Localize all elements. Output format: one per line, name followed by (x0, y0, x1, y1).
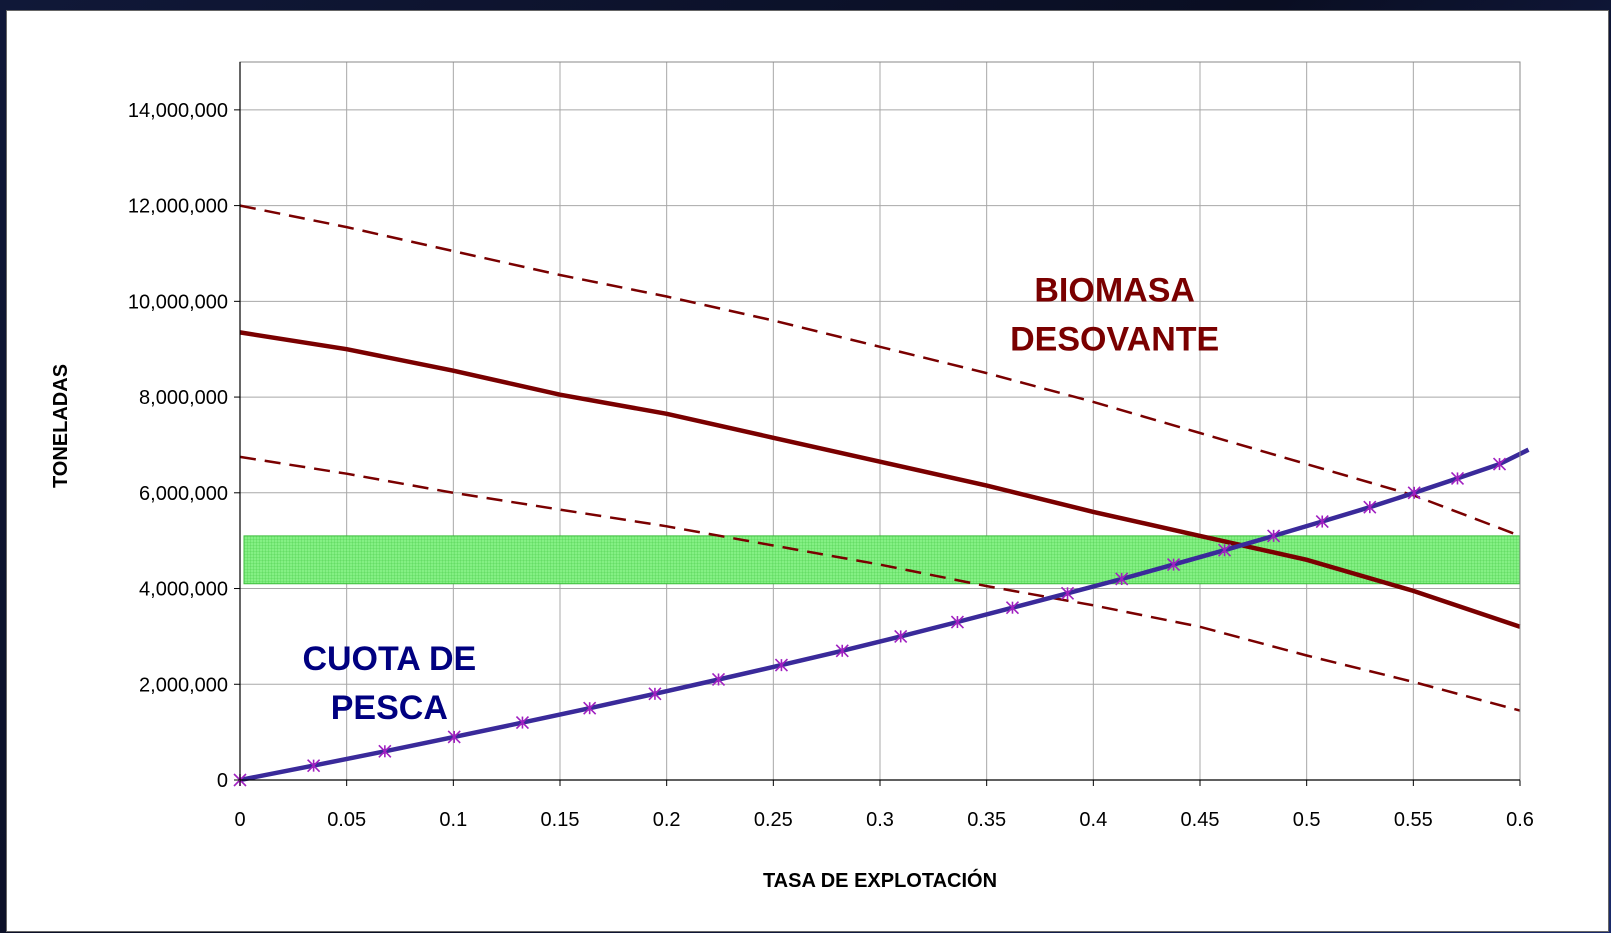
data-point (1217, 543, 1232, 557)
data-point (1115, 572, 1129, 586)
grid-lines (239, 62, 1521, 781)
y-axis-title: TONELADAS (50, 364, 72, 488)
data-point (711, 672, 726, 687)
annotation-label: BIOMASA DESOVANTE (1010, 271, 1219, 358)
target-band-layer (243, 535, 1521, 585)
y-tick-label: 10,000,000 (128, 291, 228, 313)
series-biomasa (239, 330, 1521, 629)
x-tick-label: 0.4 (1079, 809, 1107, 831)
x-tick-label: 0.6 (1506, 809, 1534, 831)
x-tick-label: 0 (234, 809, 245, 831)
y-tick-label: 12,000,000 (128, 196, 228, 218)
data-point (515, 715, 530, 730)
chart-panel: 0 0.05 0.1 0.15 0.2 0.25 0.3 0.35 0.4 0.45 0.5 0.55… (6, 10, 1609, 932)
annotation-line: CUOTA DE (302, 640, 476, 678)
data-point (447, 730, 461, 744)
y-tick-label: 4,000,000 (139, 579, 228, 601)
x-tick-label: 0.05 (327, 809, 366, 831)
y-tick-label: 0 (217, 770, 228, 792)
data-point (1267, 529, 1281, 543)
data-point (950, 615, 965, 629)
x-tick-label: 0.55 (1394, 809, 1433, 831)
annotation-line: BIOMASA (1034, 271, 1195, 309)
data-point (774, 658, 789, 672)
y-tick-label: 2,000,000 (139, 674, 228, 696)
annotation-line: PESCA (331, 689, 448, 727)
data-point (1492, 457, 1507, 471)
data-point (1060, 586, 1075, 600)
annotation-label: CUOTA DE PESCA (302, 640, 476, 727)
data-point (1166, 558, 1181, 572)
x-tick-label: 0.5 (1293, 809, 1321, 831)
data-point (1407, 486, 1421, 500)
x-tick-label: 0.15 (541, 809, 580, 831)
data-point (1315, 514, 1329, 529)
y-tick-label: 8,000,000 (139, 387, 228, 409)
data-point (1450, 471, 1465, 486)
x-tick-label: 0.35 (967, 809, 1006, 831)
data-point (1005, 601, 1020, 615)
data-point (378, 744, 392, 758)
y-tick-label: 14,000,000 (128, 100, 228, 122)
annotation-line: DESOVANTE (1010, 320, 1219, 358)
annotations: BIOMASA DESOVANTE CUOTA DE PESCA (302, 271, 1219, 727)
data-point (307, 759, 321, 773)
y-tick-label: 6,000,000 (139, 483, 228, 505)
tick-labels: 0 0.05 0.1 0.15 0.2 0.25 0.3 0.35 0.4 0.45 0.5 0.55… (128, 100, 1534, 831)
x-tick-label: 0.1 (439, 809, 467, 831)
x-tick-label: 0.2 (653, 809, 681, 831)
x-tick-label: 0.3 (866, 809, 894, 831)
axes (234, 61, 1521, 786)
data-point (835, 644, 849, 658)
series-layer (233, 204, 1530, 787)
x-tick-label: 0.25 (754, 809, 793, 831)
x-axis-title: TASA DE EXPLOTACIÓN (763, 868, 997, 892)
target-band (243, 535, 1521, 585)
series-biomasa-upper (239, 204, 1521, 538)
series-biomasa-lower (239, 455, 1521, 712)
series-cuota (239, 447, 1530, 783)
data-point (648, 687, 662, 701)
data-point (894, 629, 908, 643)
x-tick-label: 0.45 (1181, 809, 1220, 831)
data-point (1363, 500, 1377, 514)
line-chart: 0 0.05 0.1 0.15 0.2 0.25 0.3 0.35 0.4 0.45 0.5 0.55… (50, 61, 1534, 892)
data-point (583, 701, 597, 715)
